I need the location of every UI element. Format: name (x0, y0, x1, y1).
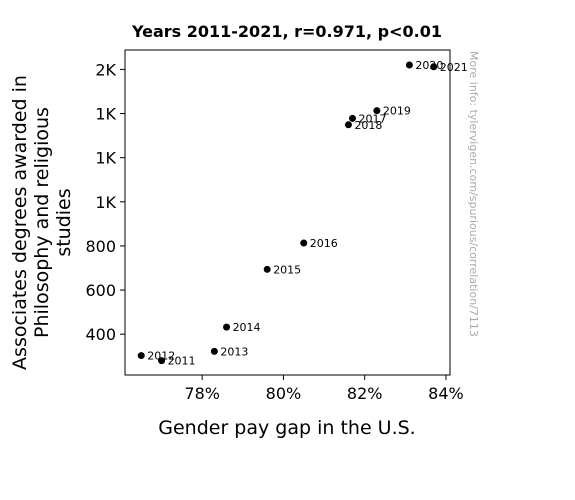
data-point (210, 347, 218, 355)
y-axis-ticks: 400 600 800 1K 1K 1K 2K (85, 60, 125, 344)
chart-title: Years 2011-2021, r=0.971, p<0.01 (131, 22, 442, 41)
y-axis-label: Associates degrees awarded in Philosophy … (9, 75, 75, 370)
data-point (405, 61, 413, 69)
y-tick-label: 1K (95, 149, 116, 168)
x-axis-label: Gender pay gap in the U.S. (158, 417, 415, 439)
y-tick-label: 400 (85, 325, 116, 344)
data-point (373, 107, 381, 115)
data-point-label: 2019 (383, 105, 411, 118)
data-point-label: 2015 (273, 263, 301, 276)
y-tick-label: 600 (85, 281, 116, 300)
data-point-label: 2012 (147, 350, 175, 363)
x-tick-label: 84% (428, 384, 464, 403)
data-point-label: 2011 (168, 355, 196, 368)
plot-area (124, 49, 451, 376)
x-tick-label: 78% (184, 384, 220, 403)
y-axis-label-line: Philosophy and religious (31, 107, 53, 338)
data-point-label: 2014 (233, 321, 261, 334)
x-tick-label: 82% (347, 384, 383, 403)
data-point-label: 2021 (440, 61, 468, 74)
y-tick-label: 800 (85, 237, 116, 256)
data-point (158, 357, 166, 365)
data-point (300, 239, 308, 247)
data-point-label: 2013 (220, 345, 248, 358)
y-tick-label: 1K (95, 193, 116, 212)
data-point (263, 265, 271, 273)
data-point (430, 63, 438, 71)
data-point (137, 352, 145, 360)
data-point-label: 2016 (310, 237, 338, 250)
data-point (344, 121, 352, 129)
data-point (223, 323, 231, 331)
x-tick-label: 80% (266, 384, 302, 403)
data-point-label: 2017 (359, 112, 387, 125)
x-axis-ticks: 78% 80% 82% 84% (184, 375, 464, 403)
y-tick-label: 2K (95, 60, 116, 79)
y-axis-label-line: studies (53, 188, 75, 256)
data-point (349, 114, 356, 122)
data-point-label: 2018 (354, 119, 382, 132)
y-tick-label: 1K (95, 105, 116, 124)
y-axis-label-line: Associates degrees awarded in (9, 75, 31, 370)
watermark-text: More info: tylervigen.com/spurious/corre… (467, 51, 480, 337)
